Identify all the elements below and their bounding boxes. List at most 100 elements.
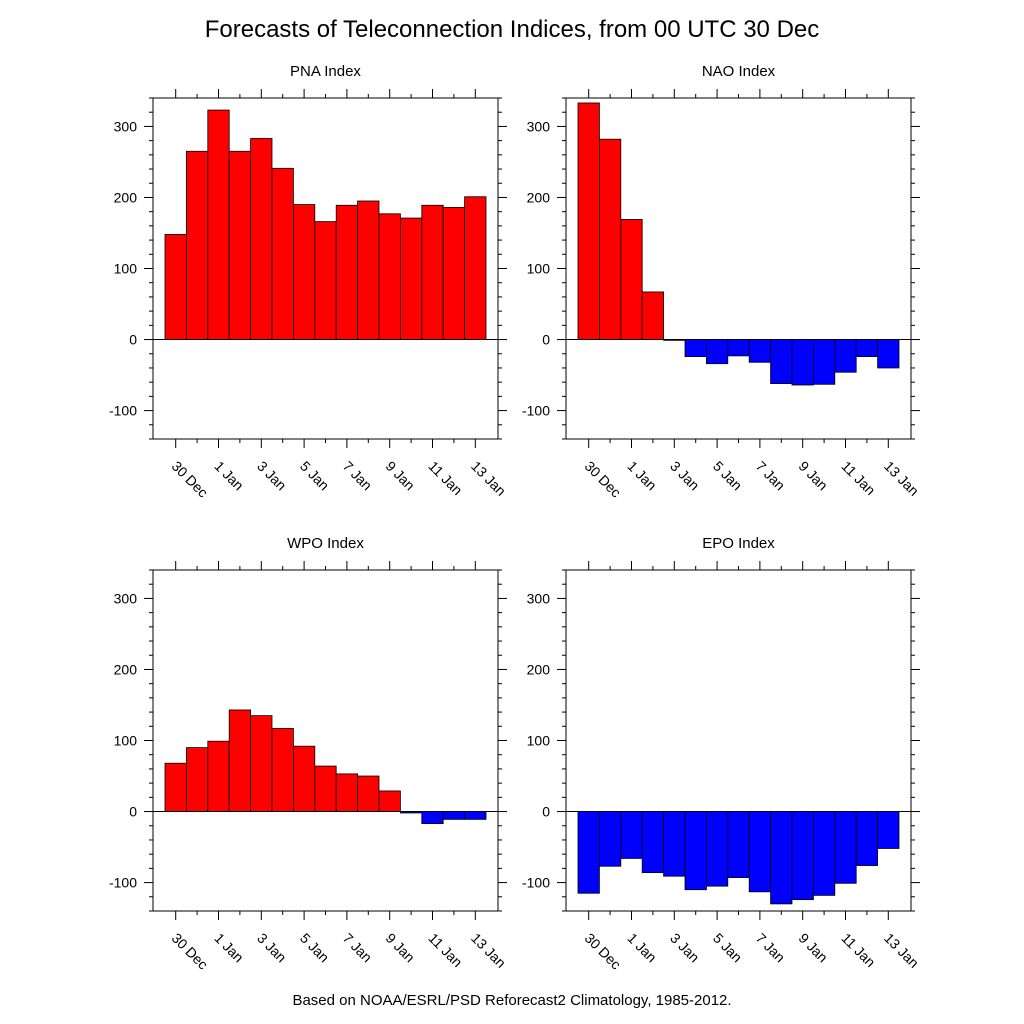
bar (292, 204, 316, 340)
panel-epo: EPO Index -100 0 100 200 300 30 Dec 1 Jan 3 Jan 5… (522, 535, 922, 972)
bar (770, 339, 793, 384)
bar (855, 811, 879, 866)
y-tick-label: 200 (527, 661, 551, 677)
bar (663, 811, 686, 877)
bar (706, 339, 729, 365)
x-tick-label: 11 Jan (425, 458, 465, 498)
y-tick-label: -100 (109, 403, 137, 419)
x-tick-label: 9 Jan (796, 458, 832, 494)
bar (813, 811, 836, 896)
panel-title-nao: NAO Index (702, 63, 776, 80)
x-tick-label: 30 Dec (169, 930, 212, 973)
bar (271, 728, 294, 812)
bar (877, 339, 900, 369)
y-tick-label: 100 (114, 733, 138, 749)
bar (855, 339, 879, 357)
bar (684, 811, 707, 891)
bar (877, 811, 900, 849)
bar (442, 207, 466, 340)
bar (314, 765, 337, 812)
x-tick-label: 13 Jan (881, 930, 922, 971)
x-tick-label: 1 Jan (211, 930, 247, 966)
bar (421, 204, 444, 340)
bar (834, 339, 857, 373)
y-tick-label: 200 (527, 189, 551, 205)
x-tick-label: 3 Jan (254, 930, 290, 966)
bar (421, 811, 444, 825)
y-tick-label: 200 (114, 189, 138, 205)
bar (442, 811, 466, 820)
bar (164, 233, 187, 340)
panel-title-epo: EPO Index (702, 535, 775, 552)
bar (684, 339, 707, 357)
x-tick-label: 13 Jan (881, 458, 922, 499)
x-tick-label: 7 Jan (340, 458, 376, 494)
y-tick-label: 0 (129, 332, 137, 348)
y-tick-label: 300 (114, 118, 138, 134)
x-tick-label: 11 Jan (425, 930, 465, 970)
x-tick-label: 9 Jan (383, 458, 419, 494)
x-tick-label: 13 Jan (468, 458, 509, 499)
bar (577, 102, 600, 340)
x-tick-label: 30 Dec (582, 930, 625, 973)
y-tick-label: 300 (527, 118, 551, 134)
bar (335, 204, 359, 340)
bar (378, 790, 401, 812)
bar (620, 811, 643, 859)
x-tick-label: 1 Jan (211, 458, 247, 494)
y-tick-label: 0 (542, 332, 550, 348)
panel-title-wpo: WPO Index (287, 535, 364, 552)
x-tick-label: 5 Jan (710, 930, 746, 966)
bar (399, 217, 423, 340)
bar (727, 811, 750, 879)
bar (577, 811, 600, 894)
x-tick-label: 3 Jan (254, 458, 290, 494)
x-tick-label: 3 Jan (667, 930, 703, 966)
y-tick-label: 100 (527, 261, 551, 277)
bar (207, 740, 230, 812)
bar (464, 811, 487, 820)
x-tick-label: 7 Jan (753, 458, 789, 494)
bar (748, 811, 772, 893)
y-tick-label: 100 (114, 261, 138, 277)
bar (250, 715, 273, 812)
x-tick-label: 7 Jan (753, 930, 789, 966)
x-tick-label: 5 Jan (297, 930, 333, 966)
bar (357, 200, 380, 340)
bar (599, 138, 622, 340)
bar (292, 745, 316, 812)
bar (378, 213, 401, 340)
figure-title: Forecasts of Teleconnection Indices, fro… (204, 16, 820, 43)
y-tick-label: -100 (522, 875, 550, 891)
bar (464, 196, 487, 340)
bar (599, 811, 622, 867)
bar (727, 339, 750, 357)
bar (357, 775, 380, 812)
bar (335, 773, 359, 812)
bar (620, 219, 643, 340)
bar (228, 150, 251, 340)
bar (791, 339, 814, 386)
bar (813, 339, 836, 385)
bar (706, 811, 729, 887)
y-tick-label: -100 (522, 403, 550, 419)
x-tick-label: 3 Jan (667, 458, 703, 494)
y-tick-label: 300 (114, 590, 138, 606)
panel-title-pna: PNA Index (290, 63, 361, 80)
panel-wpo: WPO Index -100 0 100 200 300 30 Dec 1 Jan 3 Jan 5… (109, 535, 509, 972)
bar (834, 811, 857, 884)
x-tick-label: 5 Jan (710, 458, 746, 494)
panel-nao: NAO Index -100 0 100 200 300 30 Dec 1 Jan 3 Jan 5… (522, 63, 922, 500)
y-tick-label: 200 (114, 661, 138, 677)
x-tick-label: 13 Jan (468, 930, 509, 971)
x-tick-label: 1 Jan (624, 458, 660, 494)
bar (314, 221, 337, 340)
x-tick-label: 5 Jan (297, 458, 333, 494)
y-tick-label: -100 (109, 875, 137, 891)
bar (791, 811, 814, 901)
panel-pna: PNA Index -100 0 100 200 300 30 Dec 1 Jan 3 Jan 5… (109, 63, 509, 500)
plot-frame (152, 569, 499, 912)
y-tick-label: 0 (129, 804, 137, 820)
bar (641, 291, 665, 340)
